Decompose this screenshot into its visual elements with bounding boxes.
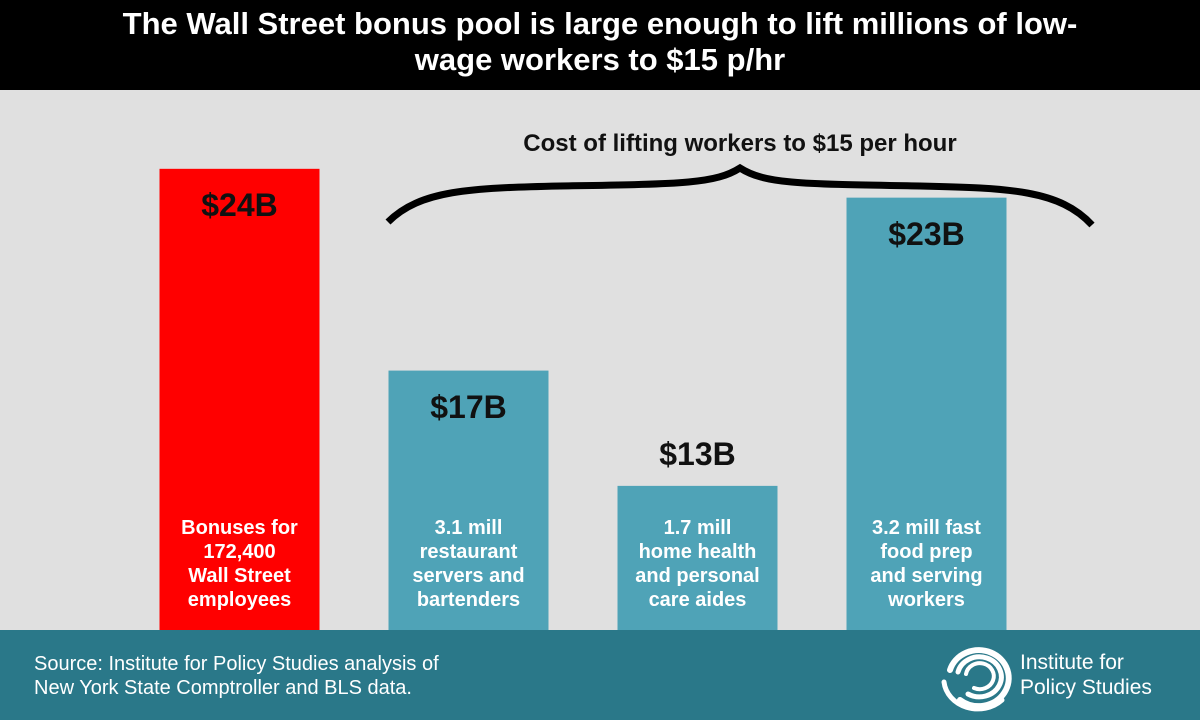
value-label: $13B [659, 435, 736, 472]
category-label: 3.1 mill restaurant servers and bartende… [412, 517, 525, 611]
bar [846, 197, 1007, 630]
bracket [385, 163, 1095, 228]
annotation: Cost of lifting workers to $15 per hour [523, 130, 957, 157]
category-label: 3.2 mill fast food prep and serving work… [870, 517, 983, 611]
chart-title: The Wall Street bonus pool is large enou… [0, 0, 1200, 90]
bar [388, 370, 549, 630]
bar [617, 485, 778, 630]
source-note: Source: Institute for Policy Studies ana… [34, 653, 439, 699]
publisher: Institute for Policy Studies [1020, 651, 1152, 699]
value-label: $24B [201, 186, 278, 223]
bar [159, 168, 320, 630]
footer [0, 630, 1200, 720]
value-label: $23B [888, 215, 965, 252]
category-label: 1.7 mill home health and personal care a… [635, 517, 760, 611]
logo-mark [941, 647, 1012, 712]
category-label: Bonuses for 172,400 Wall Street employee… [181, 517, 298, 611]
value-label: $17B [430, 388, 507, 425]
